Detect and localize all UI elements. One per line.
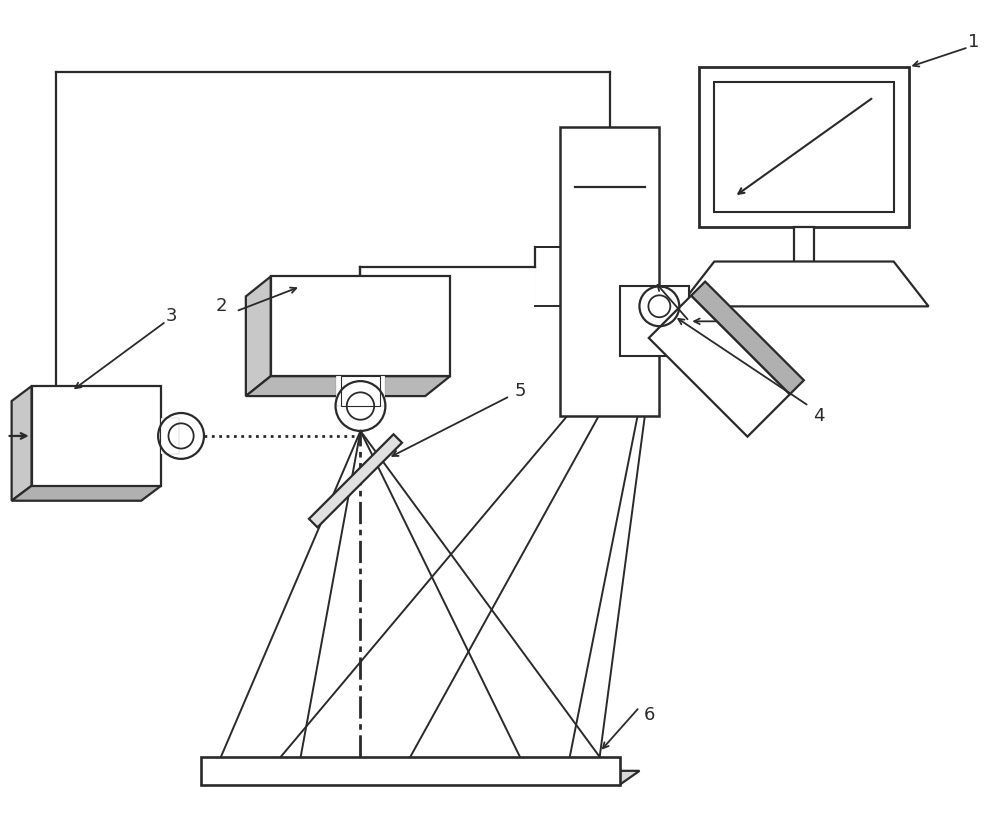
Bar — [201, 757, 620, 785]
Polygon shape — [679, 262, 929, 306]
Polygon shape — [649, 296, 790, 436]
Polygon shape — [309, 434, 402, 528]
Polygon shape — [12, 386, 32, 501]
Bar — [699, 67, 909, 227]
Polygon shape — [691, 282, 804, 395]
Bar — [161, 418, 179, 454]
Polygon shape — [246, 277, 271, 396]
Bar — [620, 287, 689, 356]
Bar — [336, 376, 385, 406]
Polygon shape — [246, 376, 450, 396]
Text: 4: 4 — [813, 407, 825, 425]
Polygon shape — [12, 486, 161, 501]
Text: 6: 6 — [644, 706, 655, 724]
Bar — [714, 82, 894, 212]
Text: 3: 3 — [165, 308, 177, 325]
Text: 5: 5 — [514, 382, 526, 400]
Bar — [32, 386, 161, 486]
Bar — [560, 127, 659, 416]
Polygon shape — [201, 771, 640, 785]
Text: 1: 1 — [968, 33, 979, 51]
Bar — [271, 277, 450, 376]
Bar — [794, 227, 814, 262]
Text: 2: 2 — [215, 298, 227, 315]
Bar — [341, 376, 380, 406]
